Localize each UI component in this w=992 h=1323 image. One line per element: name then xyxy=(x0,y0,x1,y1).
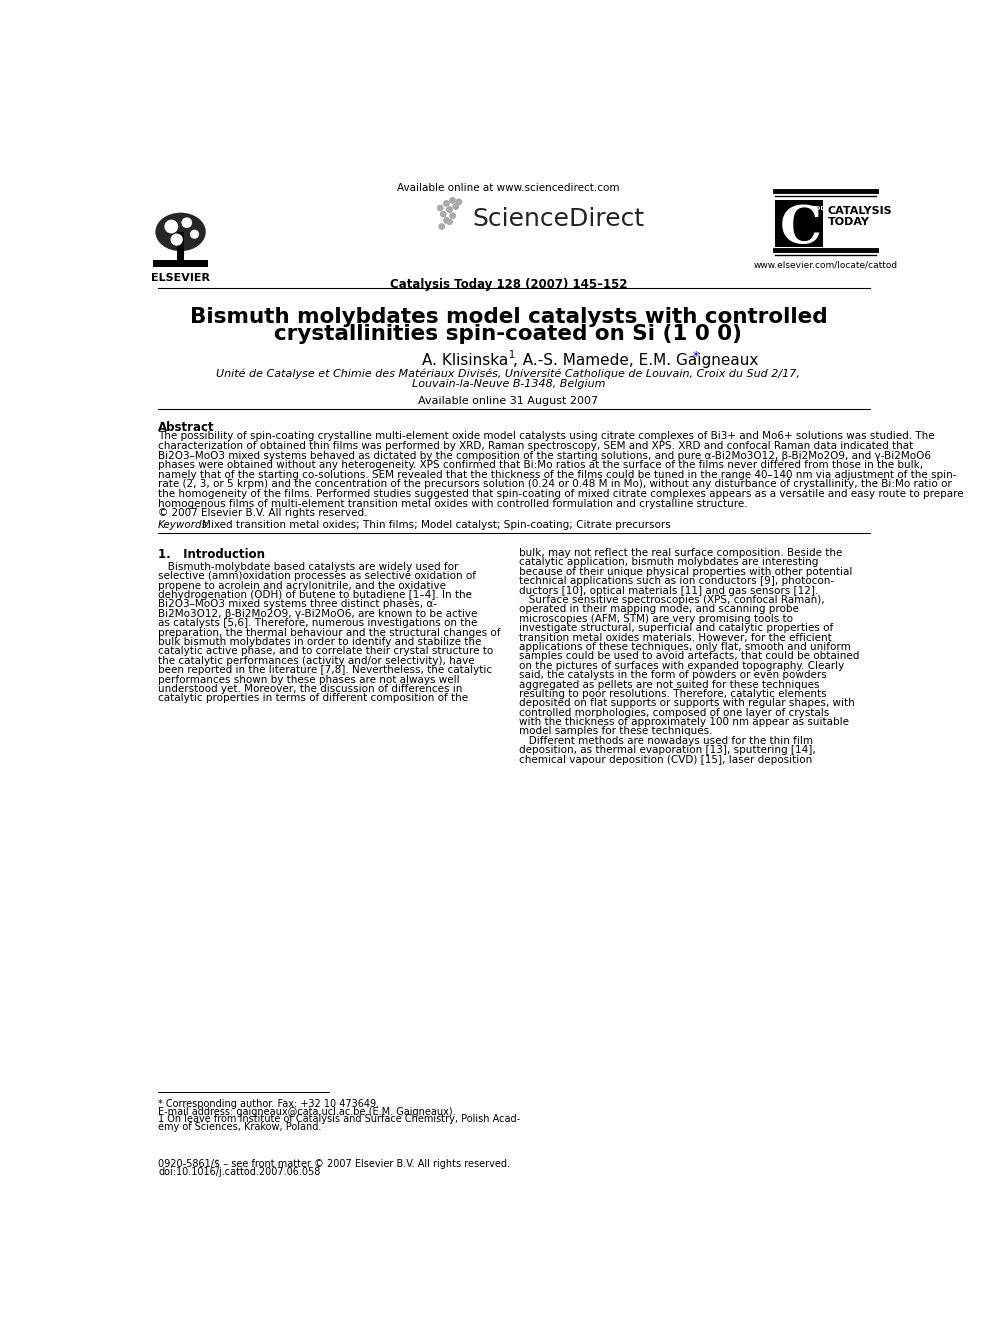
Text: Bismuth-molybdate based catalysts are widely used for: Bismuth-molybdate based catalysts are wi… xyxy=(158,562,458,572)
Text: Available online at www.sciencedirect.com: Available online at www.sciencedirect.co… xyxy=(397,184,620,193)
Text: Abstract: Abstract xyxy=(158,421,214,434)
Bar xyxy=(154,261,207,266)
Text: catalytic active phase, and to correlate their crystal structure to: catalytic active phase, and to correlate… xyxy=(158,647,493,656)
Circle shape xyxy=(443,201,449,206)
Bar xyxy=(775,200,823,247)
Circle shape xyxy=(439,224,444,229)
Text: Unité de Catalyse et Chimie des Matériaux Divisés, Université Catholique de Louv: Unité de Catalyse et Chimie des Matériau… xyxy=(216,369,801,380)
Text: Mixed transition metal oxides; Thin films; Model catalyst; Spin-coating; Citrate: Mixed transition metal oxides; Thin film… xyxy=(202,520,671,531)
Text: Catalysis Today 128 (2007) 145–152: Catalysis Today 128 (2007) 145–152 xyxy=(390,278,627,291)
Text: 1 On leave from Institute of Catalysis and Surface Chemistry, Polish Acad-: 1 On leave from Institute of Catalysis a… xyxy=(158,1114,520,1125)
Text: Different methods are nowadays used for the thin film: Different methods are nowadays used for … xyxy=(519,736,813,746)
Text: *: * xyxy=(692,349,699,363)
Text: Bismuth molybdates model catalysts with controlled: Bismuth molybdates model catalysts with … xyxy=(189,307,827,327)
Circle shape xyxy=(443,218,449,224)
Text: Bi2O3–MoO3 mixed systems behaved as dictated by the composition of the starting : Bi2O3–MoO3 mixed systems behaved as dict… xyxy=(158,451,931,460)
Text: microscopies (AFM, STM) are very promising tools to: microscopies (AFM, STM) are very promisi… xyxy=(519,614,794,623)
Text: Available online 31 August 2007: Available online 31 August 2007 xyxy=(419,396,598,406)
Circle shape xyxy=(183,218,191,228)
Text: the catalytic performances (activity and/or selectivity), have: the catalytic performances (activity and… xyxy=(158,656,475,665)
Text: aggregated as pellets are not suited for these techniques: aggregated as pellets are not suited for… xyxy=(519,680,819,689)
Circle shape xyxy=(456,200,461,205)
Circle shape xyxy=(165,221,178,233)
Text: ELSEVIER: ELSEVIER xyxy=(151,273,210,283)
Text: on the pictures of surfaces with expanded topography. Clearly: on the pictures of surfaces with expande… xyxy=(519,660,844,671)
Text: C: C xyxy=(780,204,821,254)
Text: with the thickness of approximately 100 nm appear as suitable: with the thickness of approximately 100 … xyxy=(519,717,849,728)
Text: dehydrogenation (ODH) of butene to butadiene [1–4]. In the: dehydrogenation (ODH) of butene to butad… xyxy=(158,590,472,601)
Text: transition metal oxides materials. However, for the efficient: transition metal oxides materials. Howev… xyxy=(519,632,832,643)
Text: 1: 1 xyxy=(509,349,515,360)
Text: resulting to poor resolutions. Therefore, catalytic elements: resulting to poor resolutions. Therefore… xyxy=(519,689,827,699)
Text: ductors [10], optical materials [11] and gas sensors [12].: ductors [10], optical materials [11] and… xyxy=(519,586,818,595)
Text: selective (amm)oxidation processes as selective oxidation of: selective (amm)oxidation processes as se… xyxy=(158,572,476,581)
Text: deposited on flat supports or supports with regular shapes, with: deposited on flat supports or supports w… xyxy=(519,699,855,708)
Text: , A.-S. Mamede, E.M. Gaigneaux: , A.-S. Mamede, E.M. Gaigneaux xyxy=(513,353,759,368)
Text: www.elsevier.com/locate/cattod: www.elsevier.com/locate/cattod xyxy=(753,261,898,270)
Text: TODAY: TODAY xyxy=(810,206,834,212)
Text: Louvain-la-Neuve B-1348, Belgium: Louvain-la-Neuve B-1348, Belgium xyxy=(412,378,605,389)
Text: understood yet. Moreover, the discussion of differences in: understood yet. Moreover, the discussion… xyxy=(158,684,462,695)
Text: phases were obtained without any heterogeneity. XPS confirmed that Bi:Mo ratios : phases were obtained without any heterog… xyxy=(158,460,924,470)
Text: © 2007 Elsevier B.V. All rights reserved.: © 2007 Elsevier B.V. All rights reserved… xyxy=(158,508,368,519)
Text: The possibility of spin-coating crystalline multi-element oxide model catalysts : The possibility of spin-coating crystall… xyxy=(158,431,934,442)
Circle shape xyxy=(453,204,458,209)
Text: investigate structural, superficial and catalytic properties of: investigate structural, superficial and … xyxy=(519,623,833,634)
Text: applications of these techniques, only flat, smooth and uniform: applications of these techniques, only f… xyxy=(519,642,851,652)
Text: E-mail address: gaigneaux@cata.ucl.ac.be (E.M. Gaigneaux).: E-mail address: gaigneaux@cata.ucl.ac.be… xyxy=(158,1106,455,1117)
Circle shape xyxy=(440,212,446,217)
Text: CATALYSIS: CATALYSIS xyxy=(827,206,893,217)
Text: rate (2, 3, or 5 krpm) and the concentration of the precursors solution (0.24 or: rate (2, 3, or 5 krpm) and the concentra… xyxy=(158,479,952,490)
Text: Bi2O3–MoO3 mixed systems three distinct phases, α-: Bi2O3–MoO3 mixed systems three distinct … xyxy=(158,599,437,610)
Text: TODAY: TODAY xyxy=(827,217,870,226)
Text: operated in their mapping mode, and scanning probe: operated in their mapping mode, and scan… xyxy=(519,605,800,614)
Circle shape xyxy=(446,206,452,212)
Text: propene to acrolein and acrylonitrile, and the oxidative: propene to acrolein and acrylonitrile, a… xyxy=(158,581,446,590)
Text: Keywords:: Keywords: xyxy=(158,520,211,531)
Text: technical applications such as ion conductors [9], photocon-: technical applications such as ion condu… xyxy=(519,577,834,586)
Text: emy of Sciences, Krakow, Poland.: emy of Sciences, Krakow, Poland. xyxy=(158,1122,321,1132)
Text: said, the catalysts in the form of powders or even powders: said, the catalysts in the form of powde… xyxy=(519,671,827,680)
Text: catalytic application, bismuth molybdates are interesting: catalytic application, bismuth molybdate… xyxy=(519,557,818,568)
Text: Surface sensitive spectroscopies (XPS, confocal Raman),: Surface sensitive spectroscopies (XPS, c… xyxy=(519,595,825,605)
Text: bulk bismuth molybdates in order to identify and stabilize the: bulk bismuth molybdates in order to iden… xyxy=(158,636,481,647)
Text: characterization of obtained thin films was performed by XRD, Raman spectroscopy: characterization of obtained thin films … xyxy=(158,441,914,451)
Text: namely that of the starting co-solutions. SEM revealed that the thickness of the: namely that of the starting co-solutions… xyxy=(158,470,956,480)
Text: 0920-5861/$ – see front matter © 2007 Elsevier B.V. All rights reserved.: 0920-5861/$ – see front matter © 2007 El… xyxy=(158,1159,510,1170)
Text: chemical vapour deposition (CVD) [15], laser deposition: chemical vapour deposition (CVD) [15], l… xyxy=(519,754,812,765)
Circle shape xyxy=(450,197,455,202)
Text: the homogeneity of the films. Performed studies suggested that spin-coating of m: the homogeneity of the films. Performed … xyxy=(158,490,963,499)
Ellipse shape xyxy=(156,213,205,251)
Text: Bi2Mo3O12, β-Bi2Mo2O9, γ-Bi2MoO6, are known to be active: Bi2Mo3O12, β-Bi2Mo2O9, γ-Bi2MoO6, are kn… xyxy=(158,609,477,619)
Text: as catalysts [5,6]. Therefore, numerous investigations on the: as catalysts [5,6]. Therefore, numerous … xyxy=(158,618,477,628)
Circle shape xyxy=(190,230,198,238)
Circle shape xyxy=(450,213,455,218)
Text: homogenous films of multi-element transition metal oxides with controlled formul: homogenous films of multi-element transi… xyxy=(158,499,748,509)
Text: because of their unique physical properties with other potential: because of their unique physical propert… xyxy=(519,566,853,577)
Text: 1.   Introduction: 1. Introduction xyxy=(158,548,265,561)
Circle shape xyxy=(437,205,442,210)
Text: doi:10.1016/j.cattod.2007.06.058: doi:10.1016/j.cattod.2007.06.058 xyxy=(158,1167,320,1177)
Text: crystallinities spin-coated on Si (1 0 0): crystallinities spin-coated on Si (1 0 0… xyxy=(275,324,742,344)
Text: controlled morphologies, composed of one layer of crystals: controlled morphologies, composed of one… xyxy=(519,708,829,717)
Text: catalytic properties in terms of different composition of the: catalytic properties in terms of differe… xyxy=(158,693,468,704)
Circle shape xyxy=(172,234,183,245)
Text: * Corresponding author. Fax: +32 10 473649.: * Corresponding author. Fax: +32 10 4736… xyxy=(158,1099,379,1109)
Text: preparation, the thermal behaviour and the structural changes of: preparation, the thermal behaviour and t… xyxy=(158,627,501,638)
Text: deposition, as thermal evaporation [13], sputtering [14],: deposition, as thermal evaporation [13],… xyxy=(519,745,816,755)
Bar xyxy=(177,232,185,263)
Text: performances shown by these phases are not always well: performances shown by these phases are n… xyxy=(158,675,459,684)
Text: ScienceDirect: ScienceDirect xyxy=(473,206,645,230)
Text: bulk, may not reflect the real surface composition. Beside the: bulk, may not reflect the real surface c… xyxy=(519,548,842,558)
Text: model samples for these techniques.: model samples for these techniques. xyxy=(519,726,712,737)
Text: samples could be used to avoid artefacts, that could be obtained: samples could be used to avoid artefacts… xyxy=(519,651,860,662)
Circle shape xyxy=(446,220,452,225)
Text: A. Klisinska: A. Klisinska xyxy=(423,353,509,368)
Text: been reported in the literature [7,8]. Nevertheless, the catalytic: been reported in the literature [7,8]. N… xyxy=(158,665,492,675)
